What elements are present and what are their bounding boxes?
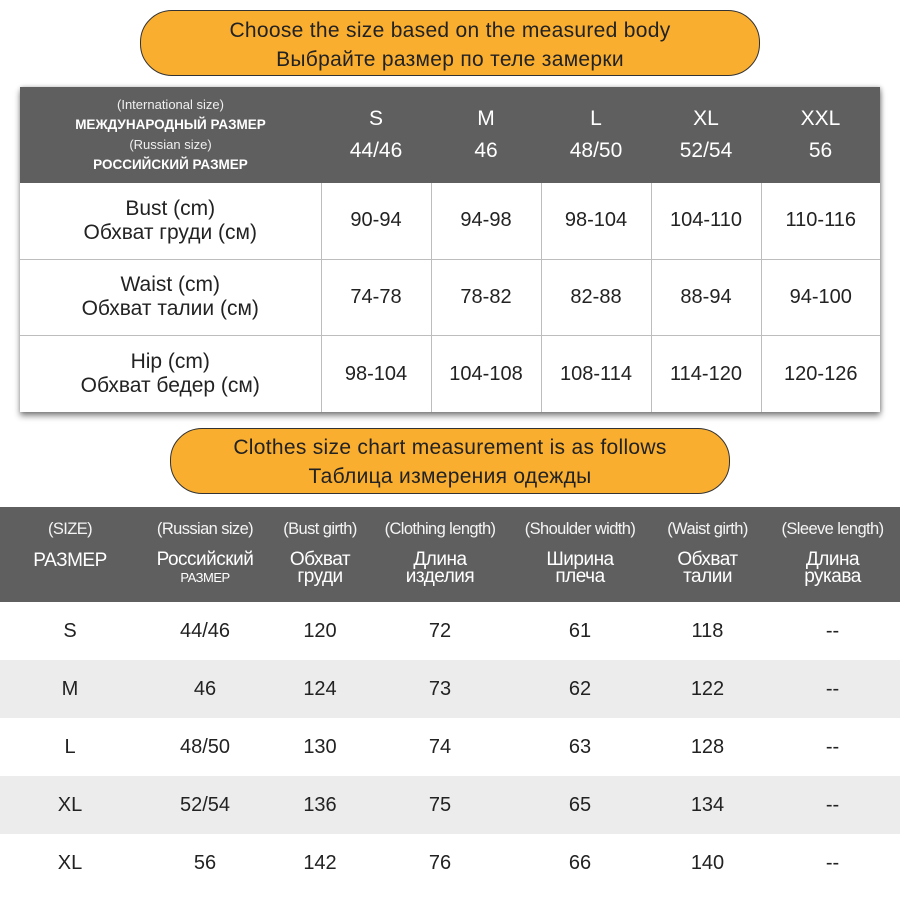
measure-banner-en: Choose the size based on the measured bo… bbox=[229, 19, 671, 42]
clothes-chart-banner: Clothes size chart measurement is as fol… bbox=[170, 428, 730, 494]
garment-size-table: (SIZE) РАЗМЕР (Russian size) Российский РАЗ… bbox=[0, 507, 900, 892]
col-size: (SIZE) РАЗМЕР bbox=[33, 520, 107, 571]
cell-sleeve: -- bbox=[825, 793, 840, 816]
cell-length: 74 bbox=[428, 735, 452, 758]
table-row: XL 52/54 136 75 65 134 -- bbox=[0, 776, 900, 834]
measure-banner: Choose the size based on the measured bo… bbox=[140, 10, 760, 76]
clothes-chart-banner-ru: Таблица измерения одежды bbox=[308, 465, 592, 488]
col-clothing-length: (Clothing length) Длина изделия bbox=[384, 520, 496, 587]
body-size-header-row: (International size) МЕЖДУНАРОДНЫЙ РАЗМЕ… bbox=[20, 87, 880, 183]
bust-m: 94-98 bbox=[431, 183, 542, 260]
body-size-table: (International size) МЕЖДУНАРОДНЫЙ РАЗМЕ… bbox=[20, 87, 880, 412]
bust-label: Bust (cm) Обхват груди (см) bbox=[20, 183, 322, 260]
cell-size: L bbox=[64, 735, 76, 758]
table-row: M 46 124 73 62 122 -- bbox=[0, 660, 900, 718]
waist-s: 74-78 bbox=[321, 258, 432, 336]
hip-row: Hip (cm) Обхват бедер (см) 98-104 104-108… bbox=[20, 335, 880, 412]
cell-size: S bbox=[63, 619, 77, 642]
cell-sleeve: -- bbox=[825, 677, 840, 700]
cell-bust: 142 bbox=[303, 851, 337, 874]
cell-bust: 136 bbox=[303, 793, 337, 816]
cell-russian-size: 56 bbox=[193, 851, 217, 874]
cell-size: M bbox=[61, 677, 79, 700]
cell-shoulder: 61 bbox=[568, 619, 592, 642]
waist-l: 82-88 bbox=[541, 258, 652, 336]
bust-l: 98-104 bbox=[541, 183, 652, 260]
table-row: XL 56 142 76 66 140 -- bbox=[0, 834, 900, 892]
col-waist-girth: (Waist girth) Обхват талии bbox=[667, 520, 748, 587]
cell-sleeve: -- bbox=[825, 851, 840, 874]
intl-size-en: (International size) bbox=[117, 97, 224, 112]
size-col-xxl: XXL 56 bbox=[800, 107, 841, 162]
hip-xl: 114-120 bbox=[651, 335, 762, 412]
intl-size-ru: МЕЖДУНАРОДНЫЙ РАЗМЕР bbox=[75, 117, 266, 132]
cell-waist: 134 bbox=[690, 793, 725, 816]
russian-size-ru: РОССИЙСКИЙ РАЗМЕР bbox=[93, 157, 248, 172]
garment-header-row: (SIZE) РАЗМЕР (Russian size) Российский РАЗ… bbox=[0, 507, 900, 602]
cell-sleeve: -- bbox=[825, 619, 840, 642]
size-col-m: M 46 bbox=[474, 107, 498, 162]
cell-bust: 130 bbox=[303, 735, 337, 758]
cell-russian-size: 48/50 bbox=[179, 735, 231, 758]
waist-xl: 88-94 bbox=[651, 258, 762, 336]
cell-bust: 120 bbox=[303, 619, 337, 642]
size-col-xl: XL 52/54 bbox=[679, 107, 733, 162]
cell-shoulder: 62 bbox=[568, 677, 592, 700]
cell-shoulder: 66 bbox=[568, 851, 592, 874]
bust-row: Bust (cm) Обхват груди (см) 90-94 94-98 9… bbox=[20, 183, 880, 260]
cell-russian-size: 46 bbox=[193, 677, 217, 700]
hip-m: 104-108 bbox=[431, 335, 542, 412]
cell-sleeve: -- bbox=[825, 735, 840, 758]
bust-s: 90-94 bbox=[321, 183, 432, 260]
waist-m: 78-82 bbox=[431, 258, 542, 336]
cell-russian-size: 44/46 bbox=[179, 619, 231, 642]
col-sleeve-length: (Sleeve length) Длина рукава bbox=[781, 520, 885, 587]
cell-shoulder: 63 bbox=[568, 735, 592, 758]
clothes-chart-banner-en: Clothes size chart measurement is as fol… bbox=[233, 436, 667, 459]
col-russian-size: (Russian size) Российский РАЗМЕР bbox=[156, 520, 254, 585]
size-col-l: L 48/50 bbox=[569, 107, 623, 162]
hip-s: 98-104 bbox=[321, 335, 432, 412]
waist-xxl: 94-100 bbox=[761, 258, 880, 336]
cell-length: 76 bbox=[428, 851, 452, 874]
size-col-s: S 44/46 bbox=[349, 107, 403, 162]
size-system-label: (International size) МЕЖДУНАРОДНЫЙ РАЗМЕ… bbox=[20, 87, 321, 183]
col-shoulder-width: (Shoulder width) Ширина плеча bbox=[524, 520, 636, 587]
cell-length: 75 bbox=[428, 793, 452, 816]
bust-xl: 104-110 bbox=[651, 183, 762, 260]
cell-size: XL bbox=[57, 851, 83, 874]
bust-xxl: 110-116 bbox=[785, 209, 856, 232]
cell-size: XL bbox=[57, 793, 83, 816]
table-row: S 44/46 120 72 61 118 -- bbox=[0, 602, 900, 660]
cell-bust: 124 bbox=[303, 677, 337, 700]
waist-label: Waist (cm) Обхват талии (см) bbox=[20, 258, 322, 336]
measure-banner-ru: Выбрайте размер по теле замерки bbox=[276, 48, 624, 71]
hip-l: 108-114 bbox=[541, 335, 652, 412]
cell-length: 73 bbox=[428, 677, 452, 700]
hip-xxl: 120-126 bbox=[761, 335, 880, 412]
cell-shoulder: 65 bbox=[568, 793, 592, 816]
hip-label: Hip (cm) Обхват бедер (см) bbox=[20, 335, 322, 412]
cell-waist: 122 bbox=[690, 677, 725, 700]
col-bust-girth: (Bust girth) Обхват груди bbox=[283, 520, 357, 587]
cell-waist: 118 bbox=[691, 619, 724, 642]
table-row: L 48/50 130 74 63 128 -- bbox=[0, 718, 900, 776]
waist-row: Waist (cm) Обхват талии (см) 74-78 78-82 … bbox=[20, 258, 880, 336]
cell-waist: 140 bbox=[690, 851, 725, 874]
russian-size-en: (Russian size) bbox=[129, 137, 212, 152]
cell-russian-size: 52/54 bbox=[179, 793, 231, 816]
cell-waist: 128 bbox=[690, 735, 725, 758]
cell-length: 72 bbox=[428, 619, 452, 642]
